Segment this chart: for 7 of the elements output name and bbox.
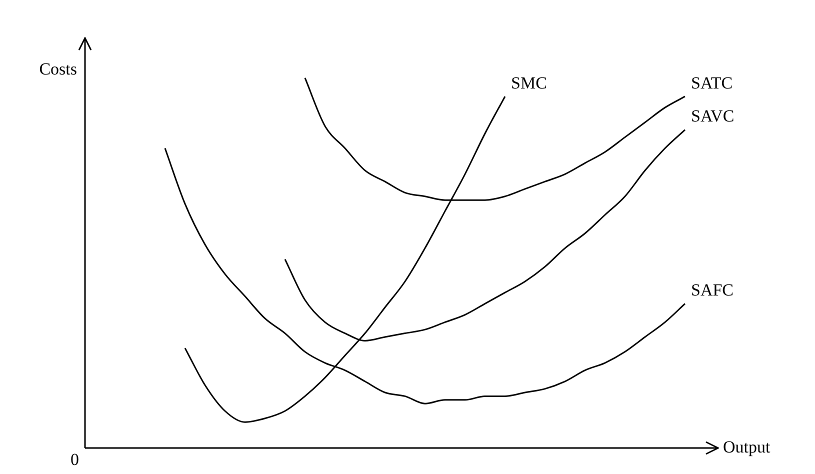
series-label: SATC	[691, 73, 733, 92]
text: 0	[70, 450, 79, 469]
series-label: SAFC	[691, 280, 734, 300]
series-label: SAVC	[691, 106, 734, 126]
y-axis-title: Costs	[39, 59, 77, 78]
x-axis-title: Output	[723, 437, 770, 456]
series-label: SMC	[511, 73, 547, 92]
